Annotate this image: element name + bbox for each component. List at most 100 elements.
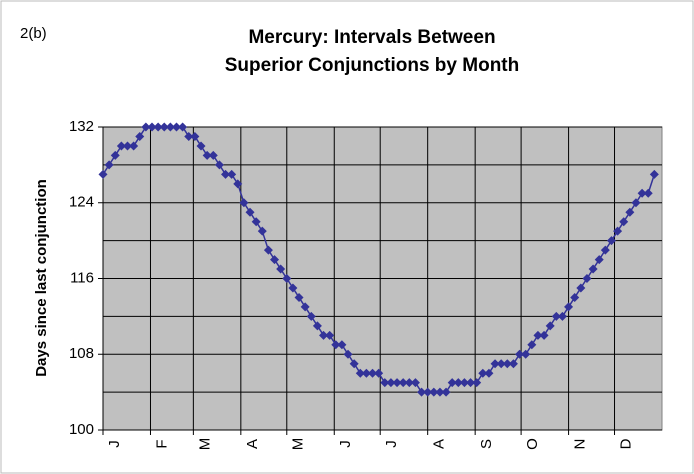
y-tick-label: 116 bbox=[70, 269, 94, 286]
data-point bbox=[276, 264, 286, 274]
data-point bbox=[141, 122, 151, 132]
data-point bbox=[429, 387, 439, 397]
data-point bbox=[263, 245, 273, 255]
data-point bbox=[490, 359, 500, 369]
data-point bbox=[98, 169, 108, 179]
data-point bbox=[331, 340, 341, 350]
data-point bbox=[257, 226, 267, 236]
data-point bbox=[631, 198, 641, 208]
data-point bbox=[545, 321, 555, 331]
data-point bbox=[508, 359, 518, 369]
data-point bbox=[239, 198, 249, 208]
x-tick-label: A bbox=[244, 439, 261, 449]
data-point bbox=[288, 283, 298, 293]
x-tick-label: J bbox=[337, 440, 354, 448]
data-point bbox=[300, 302, 310, 312]
data-point bbox=[588, 264, 598, 274]
data-point bbox=[129, 141, 139, 151]
data-point bbox=[619, 217, 629, 227]
data-point bbox=[245, 207, 255, 217]
data-point bbox=[496, 359, 506, 369]
data-point bbox=[294, 292, 304, 302]
data-point bbox=[606, 236, 616, 246]
data-point bbox=[613, 226, 623, 236]
data-point bbox=[637, 188, 647, 198]
x-tick-label: A bbox=[431, 439, 448, 449]
data-point bbox=[227, 169, 237, 179]
x-tick-label: M bbox=[290, 438, 307, 451]
data-point bbox=[441, 387, 451, 397]
data-point bbox=[392, 378, 402, 388]
y-axis-label: Days since last conjunction bbox=[33, 179, 50, 377]
panel-label: 2(b) bbox=[20, 25, 47, 42]
data-point bbox=[582, 274, 592, 283]
data-point bbox=[123, 141, 133, 151]
data-point bbox=[472, 378, 482, 388]
data-point bbox=[404, 378, 414, 388]
data-point bbox=[110, 150, 120, 160]
data-point bbox=[435, 387, 445, 397]
x-tick-label: N bbox=[572, 439, 589, 450]
data-point bbox=[178, 122, 188, 132]
data-point bbox=[594, 255, 604, 265]
data-point bbox=[337, 340, 347, 350]
data-point bbox=[423, 387, 433, 397]
data-point bbox=[214, 160, 224, 170]
data-point bbox=[270, 255, 280, 265]
data-point bbox=[576, 283, 586, 293]
x-tick-label: J bbox=[383, 440, 400, 448]
data-point bbox=[196, 141, 206, 151]
y-tick-label: 124 bbox=[69, 194, 94, 211]
x-tick-label: O bbox=[524, 438, 541, 450]
data-point bbox=[368, 368, 378, 378]
data-point bbox=[447, 378, 457, 388]
data-point bbox=[551, 311, 561, 321]
y-tick-label: 108 bbox=[69, 345, 94, 362]
data-point bbox=[453, 378, 463, 388]
data-point bbox=[502, 359, 512, 369]
data-point bbox=[306, 311, 316, 321]
y-tick-label: 100 bbox=[69, 421, 94, 438]
data-point bbox=[539, 330, 549, 340]
data-point bbox=[564, 302, 574, 312]
y-tick-label: 132 bbox=[69, 118, 94, 135]
data-point bbox=[361, 368, 371, 378]
data-point bbox=[600, 245, 610, 255]
x-tick-label: D bbox=[617, 438, 634, 449]
data-point bbox=[159, 122, 169, 132]
x-tick-label: F bbox=[153, 439, 170, 448]
data-point bbox=[172, 122, 182, 132]
data-point bbox=[417, 387, 427, 397]
data-point bbox=[153, 122, 163, 132]
data-point bbox=[116, 141, 126, 151]
data-point bbox=[233, 179, 243, 189]
data-point bbox=[533, 330, 543, 340]
data-point bbox=[312, 321, 322, 331]
data-point bbox=[147, 122, 157, 132]
data-point bbox=[380, 378, 390, 388]
data-point bbox=[135, 131, 145, 141]
data-point bbox=[165, 122, 175, 132]
data-point bbox=[398, 378, 408, 388]
data-point bbox=[349, 359, 359, 369]
data-point bbox=[570, 292, 580, 302]
data-point bbox=[221, 169, 231, 179]
data-point bbox=[521, 349, 531, 359]
data-point bbox=[410, 378, 420, 388]
data-point bbox=[484, 368, 494, 378]
data-point bbox=[459, 378, 469, 388]
data-point bbox=[527, 340, 537, 350]
chart-title: Mercury: Intervals Between bbox=[248, 27, 495, 48]
data-point bbox=[625, 207, 635, 217]
data-point bbox=[466, 378, 476, 388]
data-point bbox=[202, 150, 212, 160]
data-point bbox=[319, 330, 329, 340]
data-point bbox=[355, 368, 365, 378]
x-tick-label: J bbox=[106, 440, 123, 448]
data-point bbox=[478, 368, 488, 378]
data-point bbox=[208, 150, 218, 160]
chart-title: Superior Conjunctions by Month bbox=[225, 55, 519, 76]
data-point bbox=[643, 188, 653, 198]
data-point bbox=[343, 349, 353, 359]
